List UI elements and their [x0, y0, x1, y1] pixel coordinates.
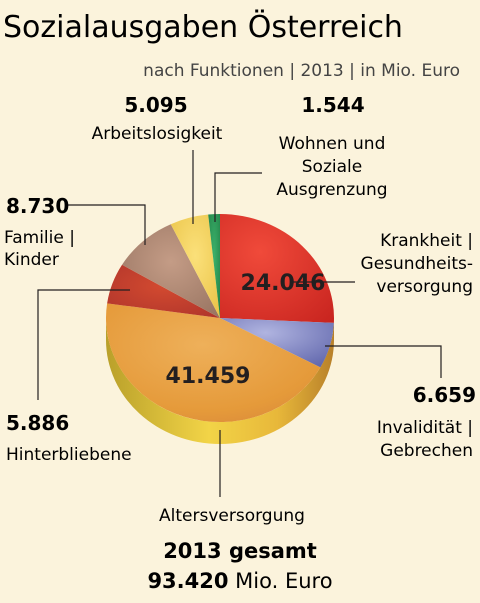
slice-invaliditaet [220, 318, 334, 368]
category-label-wohnen-2: Ausgrenzung [276, 180, 387, 200]
category-label-familie-1: Kinder [4, 250, 59, 270]
total-value: 93.420 [147, 569, 228, 593]
category-label-invaliditaet-0: Invalidität | [377, 418, 473, 438]
category-label-altersversorgung-0: Altersversorgung [159, 506, 305, 526]
leader-line-hinterbliebene [37, 289, 130, 400]
value-label-altersversorgung: 41.459 [166, 364, 251, 389]
pie-side [106, 318, 334, 444]
value-label-krankheit: 24.046 [241, 271, 326, 296]
category-label-invaliditaet-1: Gebrechen [380, 441, 473, 461]
category-label-krankheit-2: versorgung [376, 277, 473, 297]
category-label-familie-0: Familie | [4, 228, 75, 248]
slice-krankheit [220, 214, 335, 323]
slice-hinterbliebene [107, 264, 220, 318]
category-label-arbeitslosigkeit-0: Arbeitslosigkeit [92, 124, 223, 144]
leader-line-invaliditaet [325, 345, 442, 378]
category-label-krankheit-0: Krankheit | [380, 231, 473, 251]
category-label-wohnen-0: Wohnen und [279, 134, 386, 154]
value-label-invaliditaet: 6.659 [413, 383, 476, 407]
chart-subtitle: nach Funktionen | 2013 | in Mio. Euro [143, 61, 460, 81]
category-label-wohnen-1: Soziale [302, 157, 362, 177]
category-label-hinterbliebene-0: Hinterbliebene [6, 445, 132, 465]
slice-wohnen [208, 214, 220, 318]
slice-familie [122, 224, 220, 318]
value-label-wohnen: 1.544 [301, 93, 364, 117]
value-label-arbeitslosigkeit: 5.095 [124, 93, 187, 117]
chart-title: Sozialausgaben Österreich [3, 9, 403, 45]
total-unit: Mio. Euro [228, 569, 332, 593]
value-label-familie: 8.730 [6, 194, 69, 218]
total-line-1: 2013 gesamt [163, 539, 317, 563]
leader-line-wohnen [214, 172, 262, 222]
value-label-hinterbliebene: 5.886 [6, 411, 69, 435]
total-line-2: 93.420 Mio. Euro [147, 569, 332, 593]
slice-arbeitslosigkeit [170, 214, 220, 318]
category-label-krankheit-1: Gesundheits- [361, 254, 473, 274]
leader-line-familie [68, 204, 146, 245]
slice-altersversorgung [105, 303, 321, 423]
